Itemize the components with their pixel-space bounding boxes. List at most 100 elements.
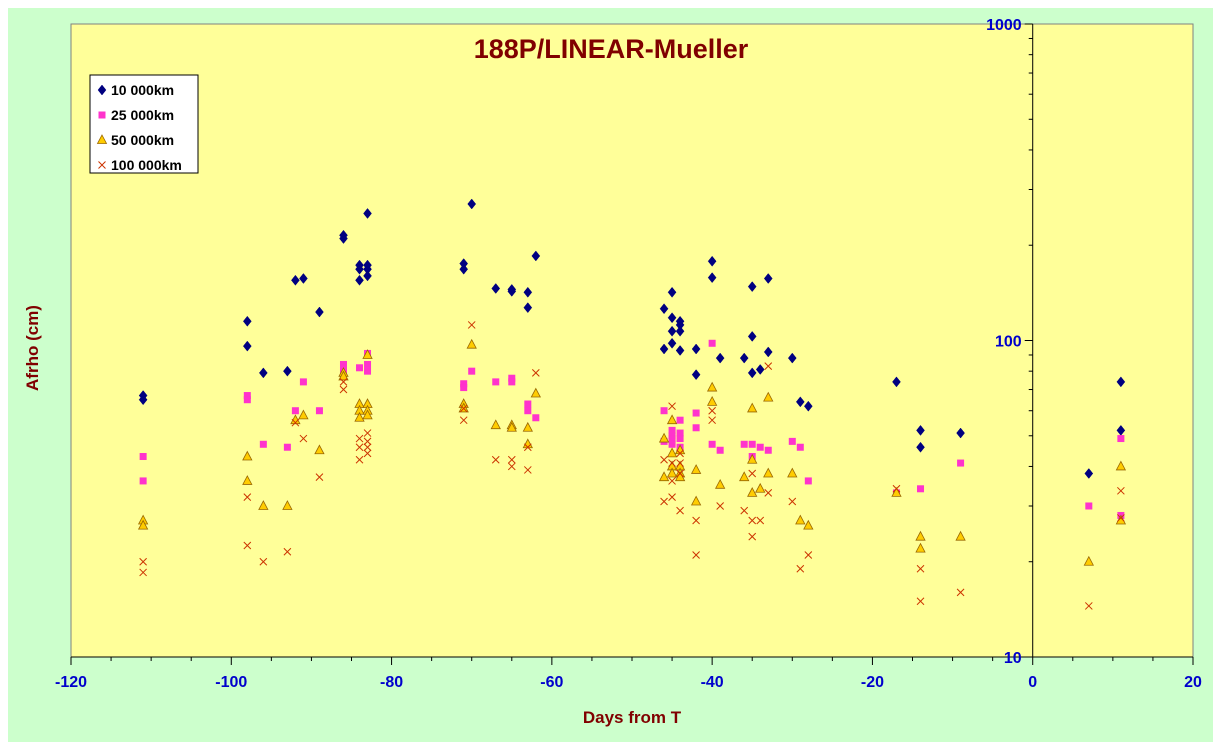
data-point — [755, 482, 766, 493]
data-point — [795, 514, 806, 525]
data-point — [1116, 376, 1126, 388]
data-point — [242, 315, 252, 327]
data-point — [788, 497, 797, 506]
data-point — [355, 263, 364, 275]
data-point — [139, 477, 147, 485]
data-point — [740, 506, 749, 515]
scatter-chart: -120 -100 -80 -60 -40 -20 0 20 10 100 1000 188P/LI… — [23, 17, 1202, 727]
data-point — [796, 443, 804, 451]
data-point — [355, 434, 364, 443]
data-point — [747, 487, 758, 497]
data-point — [756, 516, 765, 525]
data-point — [460, 380, 468, 388]
data-point — [957, 459, 965, 467]
data-point — [291, 274, 300, 286]
x-tick-label: -40 — [701, 674, 724, 691]
data-point — [1117, 486, 1125, 495]
data-point — [467, 321, 476, 329]
legend-label-1: 10 000km — [111, 82, 174, 98]
data-point — [660, 497, 668, 506]
data-point — [259, 557, 268, 566]
legend-label-3: 50 000km — [111, 132, 174, 148]
data-point — [690, 495, 702, 506]
data-point — [796, 564, 805, 573]
y-tick-label: 10 — [1004, 650, 1022, 667]
data-point — [298, 409, 309, 420]
data-point — [532, 414, 540, 422]
data-point — [740, 440, 748, 448]
data-point — [338, 370, 349, 381]
legend-box — [89, 74, 199, 174]
data-point — [747, 453, 758, 464]
data-point — [363, 429, 372, 437]
x-tick-label: -20 — [861, 674, 884, 691]
data-point — [356, 364, 364, 372]
data-point — [530, 387, 541, 398]
data-point — [659, 343, 669, 355]
data-point — [668, 435, 676, 443]
data-point — [706, 381, 718, 392]
y-axis-title: Afrho (cm) — [23, 305, 42, 391]
y-tick-label: 100 — [995, 334, 1022, 351]
data-point — [804, 551, 813, 559]
data-point — [363, 437, 372, 446]
data-point — [916, 424, 925, 436]
data-point — [137, 519, 149, 530]
data-point — [508, 378, 516, 386]
data-point — [748, 440, 756, 448]
data-point — [459, 404, 468, 413]
data-point — [291, 418, 300, 427]
data-point — [659, 303, 669, 315]
data-point — [708, 406, 716, 415]
legend-marker-1 — [97, 84, 107, 96]
data-point — [523, 302, 533, 314]
data-point — [747, 402, 758, 413]
data-point — [139, 568, 147, 577]
data-point — [1085, 502, 1093, 510]
data-point — [355, 443, 364, 452]
data-point — [692, 516, 700, 525]
data-point — [242, 475, 253, 485]
data-point — [138, 394, 148, 406]
data-point — [787, 467, 798, 478]
data-point — [460, 384, 468, 392]
x-tick-label: -60 — [540, 674, 563, 691]
data-point — [362, 409, 373, 420]
data-point — [708, 416, 716, 425]
data-point — [692, 551, 700, 559]
y-tick-label: 1000 — [986, 17, 1022, 34]
data-point — [716, 446, 724, 454]
data-point — [362, 349, 373, 359]
data-point — [716, 502, 725, 510]
data-point — [507, 462, 516, 471]
data-point — [748, 469, 757, 478]
data-point — [1117, 435, 1125, 443]
data-point — [763, 391, 774, 402]
data-point — [748, 516, 757, 525]
data-point — [290, 414, 301, 425]
data-point — [955, 530, 966, 541]
legend-label-2: 25 000km — [111, 107, 174, 123]
data-point — [467, 198, 477, 210]
legend-marker-4 — [98, 161, 106, 169]
data-point — [692, 424, 700, 432]
series-3 — [137, 338, 1127, 566]
data-point — [707, 255, 717, 267]
x-tick-label: -120 — [55, 674, 87, 691]
data-point — [531, 250, 541, 262]
data-point — [668, 402, 676, 411]
data-point — [676, 429, 684, 437]
data-point — [788, 437, 796, 445]
data-point — [522, 421, 533, 432]
data-point — [666, 414, 678, 425]
data-point — [739, 471, 750, 482]
legend-marker-2 — [98, 111, 106, 119]
data-point — [676, 469, 684, 478]
data-point — [676, 416, 684, 424]
data-point — [491, 455, 500, 464]
data-point — [468, 367, 476, 375]
data-point — [1115, 460, 1127, 471]
data-point — [668, 440, 676, 448]
data-point — [259, 367, 268, 379]
data-point — [364, 360, 372, 368]
